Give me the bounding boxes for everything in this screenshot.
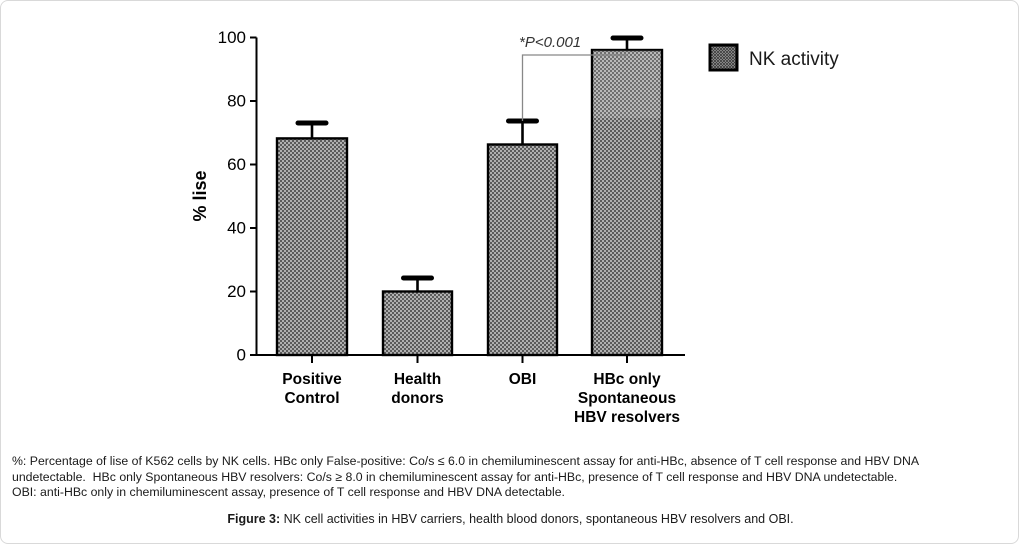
svg-text:NK activity: NK activity [749, 49, 839, 70]
svg-text:% lise: % lise [190, 170, 210, 221]
svg-text:100: 100 [218, 28, 246, 47]
svg-text:Health: Health [394, 371, 441, 388]
svg-text:HBV resolvers: HBV resolvers [574, 409, 680, 426]
svg-text:*P<0.001: *P<0.001 [519, 34, 581, 51]
svg-text:OBI: OBI [509, 371, 537, 388]
svg-text:20: 20 [227, 282, 246, 301]
svg-text:donors: donors [391, 390, 444, 407]
svg-text:Spontaneous: Spontaneous [578, 390, 676, 407]
svg-text:Positive: Positive [282, 371, 342, 388]
svg-text:Control: Control [284, 390, 339, 407]
svg-text:0: 0 [237, 346, 246, 365]
svg-text:HBc only: HBc only [593, 371, 661, 388]
svg-text:80: 80 [227, 92, 246, 111]
svg-text:40: 40 [227, 219, 246, 238]
svg-text:60: 60 [227, 155, 246, 174]
